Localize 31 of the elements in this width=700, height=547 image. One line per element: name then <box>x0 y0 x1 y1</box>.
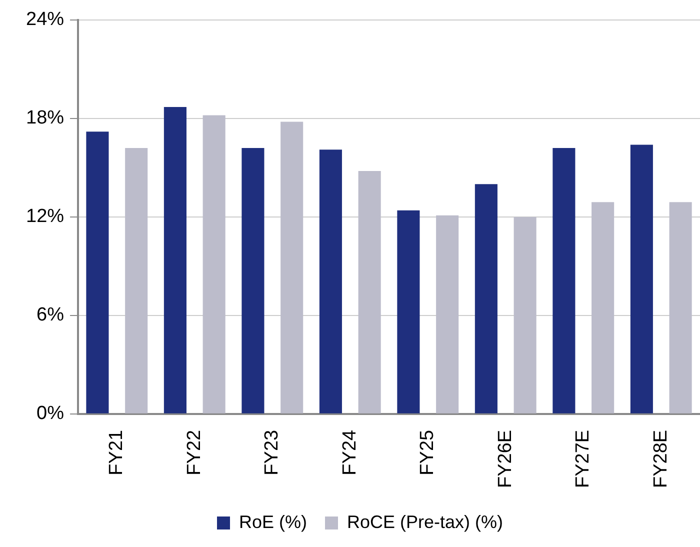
y-tick-label: 6% <box>36 304 64 326</box>
bar <box>474 184 498 414</box>
y-tick-label: 0% <box>36 403 64 424</box>
bar <box>630 144 653 414</box>
x-tick-label: FY25 <box>417 430 438 476</box>
bar <box>242 148 264 414</box>
bar <box>436 215 459 414</box>
bar <box>125 148 148 414</box>
x-tick-label: FY28E <box>650 430 672 488</box>
bar <box>552 148 576 414</box>
bar <box>164 106 186 414</box>
bar <box>86 132 109 414</box>
bar <box>669 202 692 414</box>
bar <box>280 122 304 414</box>
legend-label: RoE (%) <box>238 512 308 532</box>
bar <box>514 216 536 414</box>
x-tick-label: FY22 <box>184 430 205 476</box>
bar <box>358 171 381 414</box>
y-tick-label: 24% <box>26 9 64 30</box>
bar <box>202 115 226 414</box>
y-tick-label: 18% <box>26 108 64 129</box>
y-tick-label: 12% <box>26 206 64 228</box>
x-tick-label: FY24 <box>339 429 360 476</box>
bar <box>319 150 342 414</box>
bar <box>592 202 614 414</box>
x-tick-label: FY23 <box>262 430 283 476</box>
bar <box>397 210 420 414</box>
legend-label: RoCE (Pre-tax) (%) <box>347 512 504 532</box>
x-tick-label: FY26E <box>494 430 516 488</box>
x-tick-label: FY21 <box>106 430 128 476</box>
x-tick-label: FY27E <box>572 430 594 488</box>
